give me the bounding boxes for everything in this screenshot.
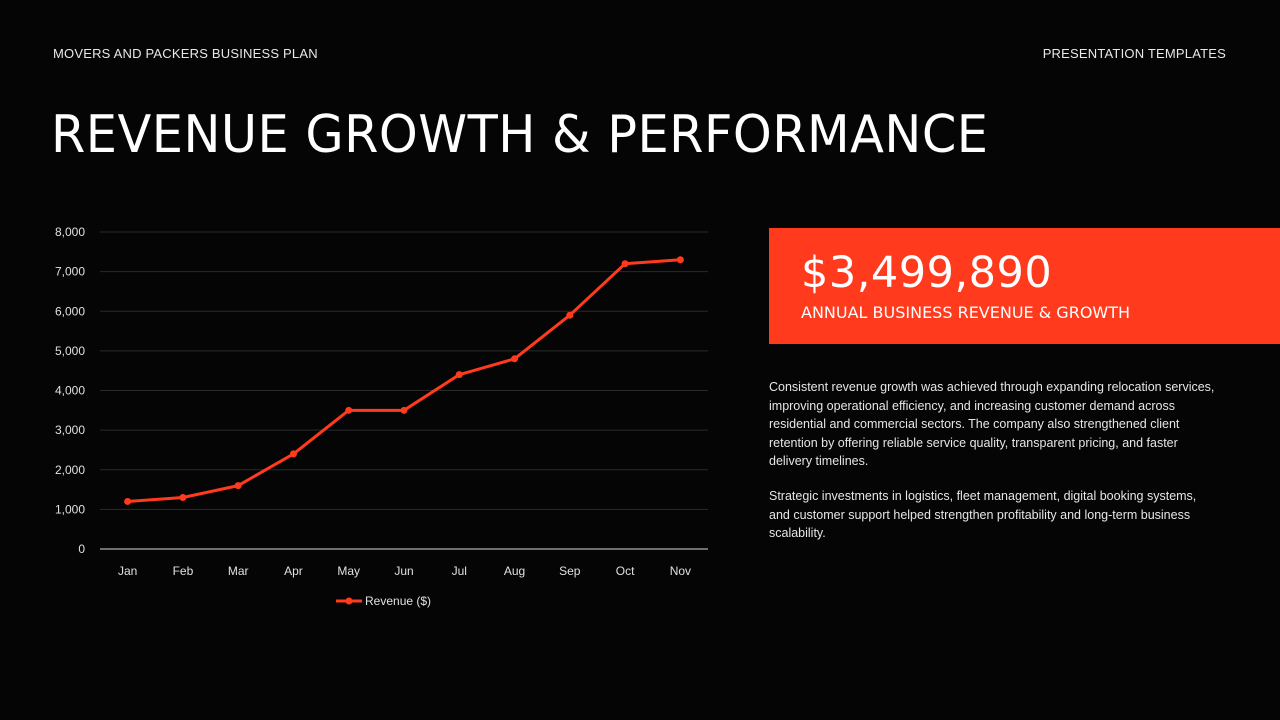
x-tick-label: May xyxy=(337,564,360,578)
x-tick-label: Jan xyxy=(118,564,137,578)
legend-label: Revenue ($) xyxy=(365,594,431,608)
x-tick-label: Mar xyxy=(228,564,249,578)
data-point xyxy=(400,406,408,414)
data-point xyxy=(289,450,297,458)
data-point xyxy=(566,311,574,319)
page-title: REVENUE GROWTH & PERFORMANCE xyxy=(51,105,989,165)
description-paragraph-2: Strategic investments in logistics, flee… xyxy=(769,488,1197,541)
chart-svg: 0 1,000 2,000 3,000 4,000 5,000 6,000 7,000 8,00… xyxy=(55,225,708,608)
data-point xyxy=(179,493,187,501)
y-tick-label: 5,000 xyxy=(55,344,85,358)
data-point xyxy=(455,371,463,379)
x-tick-label: Nov xyxy=(670,564,691,578)
x-tick-label: Apr xyxy=(284,564,303,578)
x-tick-label: Jul xyxy=(452,564,467,578)
y-tick-label: 0 xyxy=(78,542,85,556)
y-tick-label: 2,000 xyxy=(55,463,85,477)
x-tick-label: Aug xyxy=(504,564,525,578)
description-text: Consistent revenue growth was achieved t… xyxy=(769,378,1219,559)
data-point xyxy=(676,256,684,264)
y-tick-label: 6,000 xyxy=(55,304,85,318)
y-tick-label: 1,000 xyxy=(55,502,85,516)
revenue-line-chart: 0 1,000 2,000 3,000 4,000 5,000 6,000 7,000 8,00… xyxy=(40,218,730,618)
kpi-card: $3,499,890 ANNUAL BUSINESS REVENUE & GRO… xyxy=(769,228,1280,344)
y-tick-label: 8,000 xyxy=(55,225,85,239)
header-left-label: MOVERS AND PACKERS BUSINESS PLAN xyxy=(53,46,318,61)
x-tick-label: Jun xyxy=(394,564,413,578)
x-tick-label: Sep xyxy=(559,564,581,578)
x-tick-label: Oct xyxy=(616,564,635,578)
x-tick-label: Feb xyxy=(173,564,194,578)
legend-swatch-marker xyxy=(345,597,353,605)
data-point xyxy=(345,406,353,414)
kpi-label: ANNUAL BUSINESS REVENUE & GROWTH xyxy=(801,303,1131,322)
description-paragraph-1: Consistent revenue growth was achieved t… xyxy=(769,380,1215,469)
data-point xyxy=(621,260,629,268)
data-point xyxy=(234,482,242,490)
y-tick-label: 7,000 xyxy=(55,265,85,279)
series-line xyxy=(126,258,682,503)
kpi-value: $3,499,890 xyxy=(801,248,1053,298)
y-tick-label: 4,000 xyxy=(55,384,85,398)
y-tick-label: 3,000 xyxy=(55,423,85,437)
header-right-label: PRESENTATION TEMPLATES xyxy=(1042,46,1226,61)
data-point xyxy=(511,355,519,363)
data-point xyxy=(124,497,132,505)
